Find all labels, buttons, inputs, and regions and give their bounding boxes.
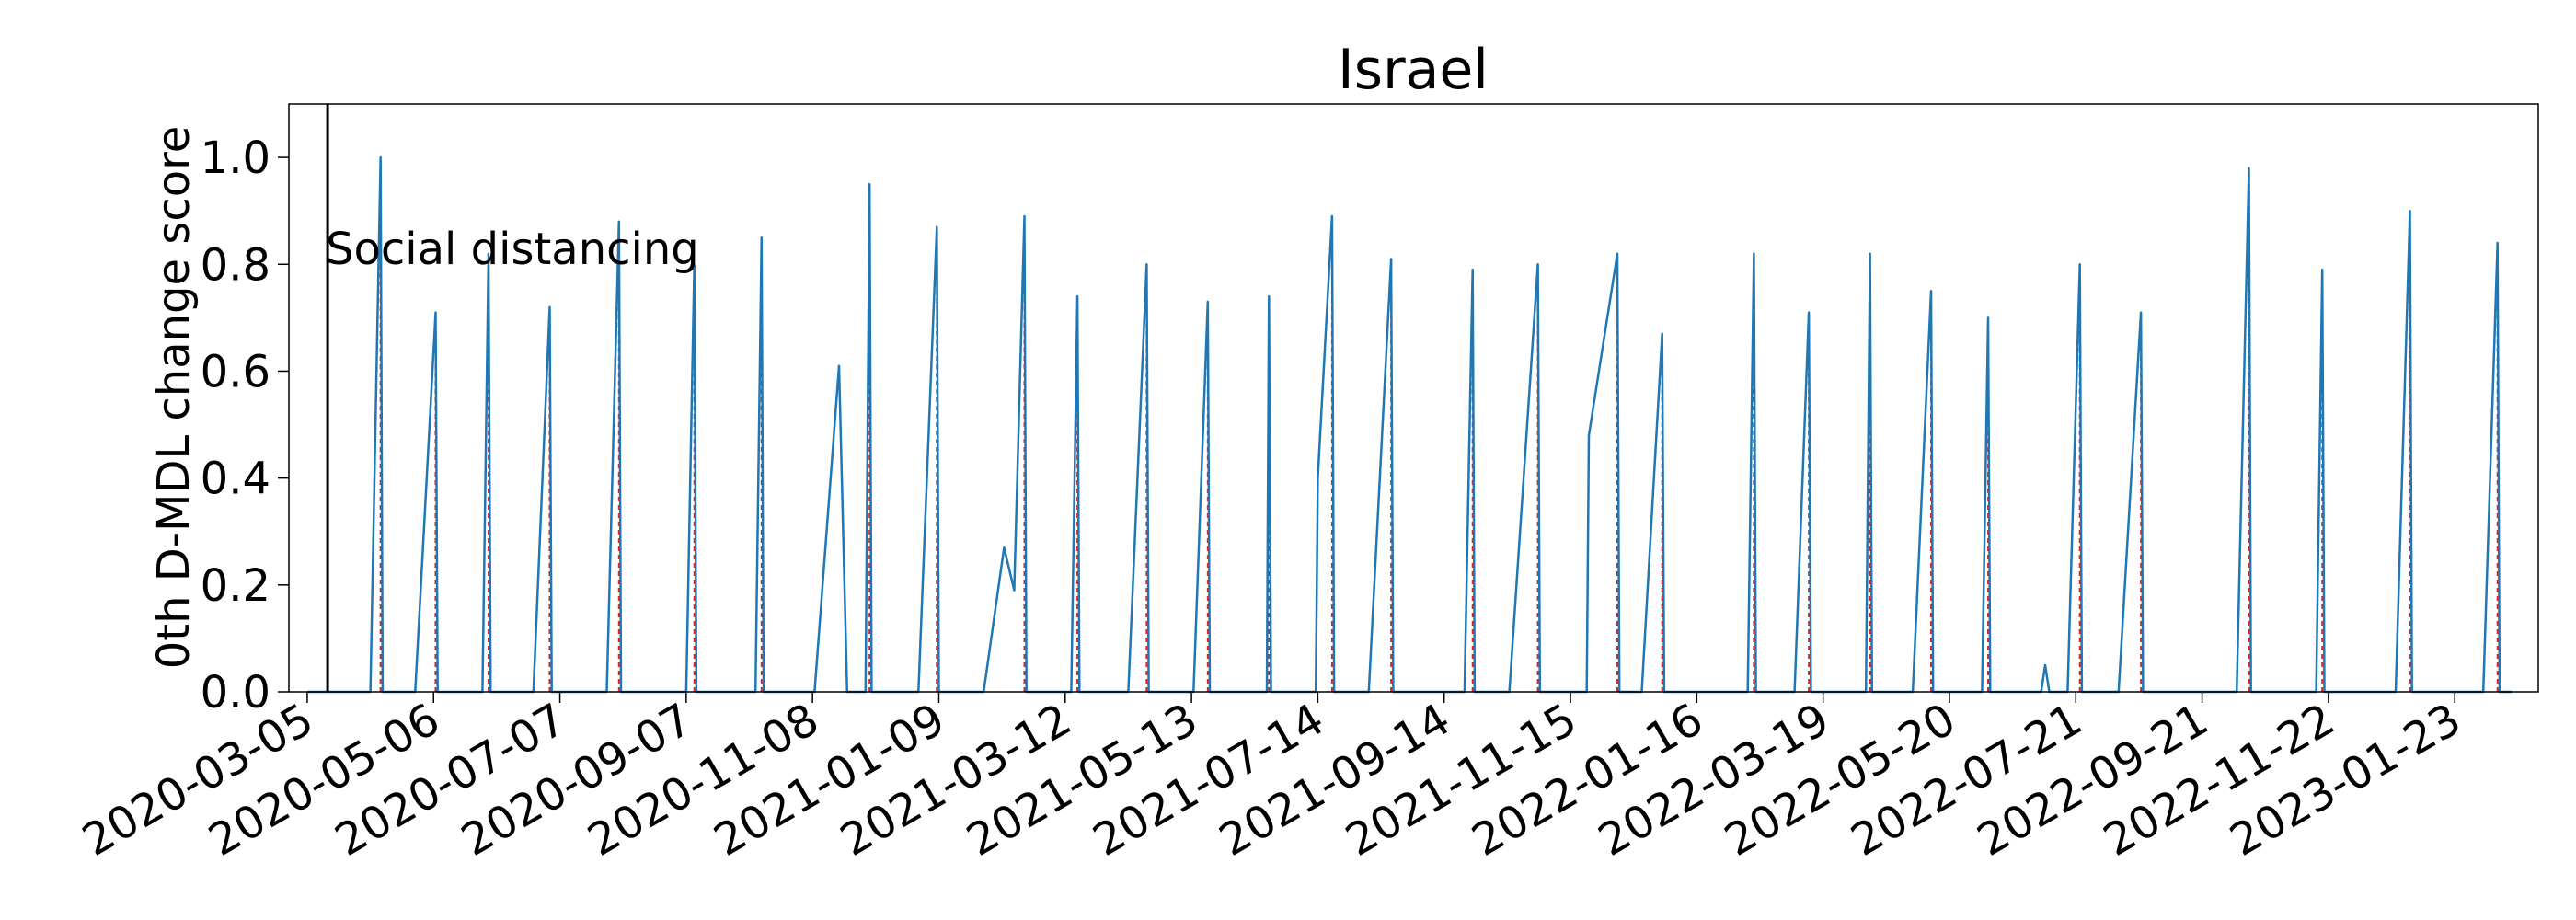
- plot-frame: [288, 103, 2539, 693]
- y-tick-label: 0.8: [201, 239, 270, 291]
- y-tick-label: 0.4: [201, 454, 270, 505]
- event-label: Social distancing: [326, 224, 699, 275]
- y-tick-label: 0.2: [201, 560, 270, 612]
- chart-title: Israel: [1338, 38, 1489, 102]
- y-tick-label: 0.6: [201, 346, 270, 397]
- y-tick-label: 0.0: [201, 667, 270, 719]
- y-axis-label: 0th D-MDL change score: [148, 126, 200, 670]
- y-tick-label: 1.0: [201, 132, 270, 184]
